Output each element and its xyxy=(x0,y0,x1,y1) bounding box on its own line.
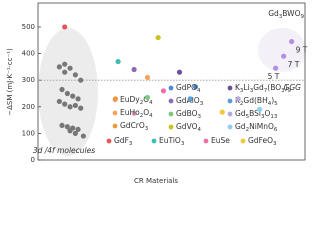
legend-label: K3Li3Gd7(BO3)9 xyxy=(235,83,292,94)
legend-marker xyxy=(240,138,246,144)
data-point xyxy=(78,77,84,83)
data-point xyxy=(78,105,84,111)
legend-marker xyxy=(227,98,233,104)
data-point xyxy=(131,66,137,73)
legend-marker xyxy=(227,111,233,117)
data-point xyxy=(160,88,167,94)
point-label: 7 T xyxy=(288,60,300,69)
data-point xyxy=(235,96,241,102)
data-point xyxy=(67,104,73,110)
legend-marker xyxy=(151,138,157,144)
data-point xyxy=(192,84,199,90)
data-point xyxy=(64,90,70,97)
data-point xyxy=(144,74,151,81)
data-point xyxy=(176,69,183,75)
data-point xyxy=(273,65,279,71)
group-label: 3d /4f molecules xyxy=(33,146,95,155)
data-point xyxy=(219,109,225,115)
legend-label: GdFeO3 xyxy=(248,136,277,147)
y-tick-label: 200 xyxy=(22,103,35,111)
data-point xyxy=(62,24,68,30)
legend-label: GdAlO3 xyxy=(176,96,204,107)
legend-label: EuTiO3 xyxy=(159,136,185,147)
y-tick-label: 300 xyxy=(22,76,35,84)
data-point xyxy=(72,72,78,78)
y-tick-label: 400 xyxy=(22,50,35,58)
legend-label: EuSe xyxy=(211,136,230,145)
legend-marker xyxy=(168,111,174,117)
data-point xyxy=(112,96,119,102)
legend-label: GdCrO3 xyxy=(120,121,149,132)
legend-label: K2Gd(BH4)5 xyxy=(235,96,278,107)
legend-marker xyxy=(203,138,209,144)
y-tick-label: 0 xyxy=(31,156,35,164)
data-point xyxy=(62,69,68,75)
data-point xyxy=(281,53,287,59)
legend-label: EuHo2O4 xyxy=(120,108,153,119)
legend-marker xyxy=(112,110,118,116)
data-point xyxy=(70,93,76,99)
y-tick-label: 100 xyxy=(22,129,35,137)
data-point xyxy=(64,124,70,130)
data-point xyxy=(59,122,65,129)
plot-frame xyxy=(37,2,306,161)
data-point xyxy=(67,65,73,71)
legend-marker xyxy=(112,123,118,129)
data-point xyxy=(67,128,73,134)
legend-marker xyxy=(106,138,112,144)
data-point xyxy=(115,58,121,65)
gd3bwo9-region xyxy=(258,28,306,72)
data-point xyxy=(80,133,86,139)
x-axis-label: CR Materials xyxy=(134,177,178,185)
chart: CR Materials −ΔSM (mJ·K⁻¹·cc⁻¹) 0 100 200 3… xyxy=(6,2,308,185)
point-label: 5 T xyxy=(268,72,280,81)
data-point xyxy=(257,106,263,113)
y-tick-label: 500 xyxy=(22,23,35,31)
data-point xyxy=(155,34,161,41)
legend-label: GdPO4 xyxy=(176,83,201,94)
legend-label: Gd5BSi3O13 xyxy=(235,109,278,120)
data-point xyxy=(187,96,193,102)
legend-marker xyxy=(227,85,233,91)
data-point xyxy=(289,38,295,45)
legend-marker xyxy=(168,85,174,91)
data-point xyxy=(56,98,62,105)
data-point xyxy=(75,126,81,132)
data-point xyxy=(131,110,137,117)
legend-label: GdVO4 xyxy=(176,122,201,133)
legend-marker xyxy=(168,98,174,104)
reference-label: GGG xyxy=(284,83,302,92)
data-point xyxy=(72,102,78,109)
point-label: 9 T xyxy=(296,46,308,55)
legend-label: Gd2NiMnO6 xyxy=(235,122,278,133)
data-point xyxy=(56,64,62,70)
data-point xyxy=(144,94,151,101)
data-point xyxy=(75,96,81,102)
y-axis-label: −ΔSM (mJ·K⁻¹·cc⁻¹) xyxy=(6,48,14,116)
series-label: Gd3BWO9 xyxy=(268,9,304,20)
data-point xyxy=(72,130,78,136)
data-point xyxy=(59,86,65,93)
legend-label: GdF3 xyxy=(114,136,133,147)
legend-label: GdBO3 xyxy=(176,109,202,120)
legend-marker xyxy=(168,124,174,130)
data-point xyxy=(62,101,68,107)
data-point xyxy=(62,61,68,67)
legend-marker xyxy=(227,124,233,130)
